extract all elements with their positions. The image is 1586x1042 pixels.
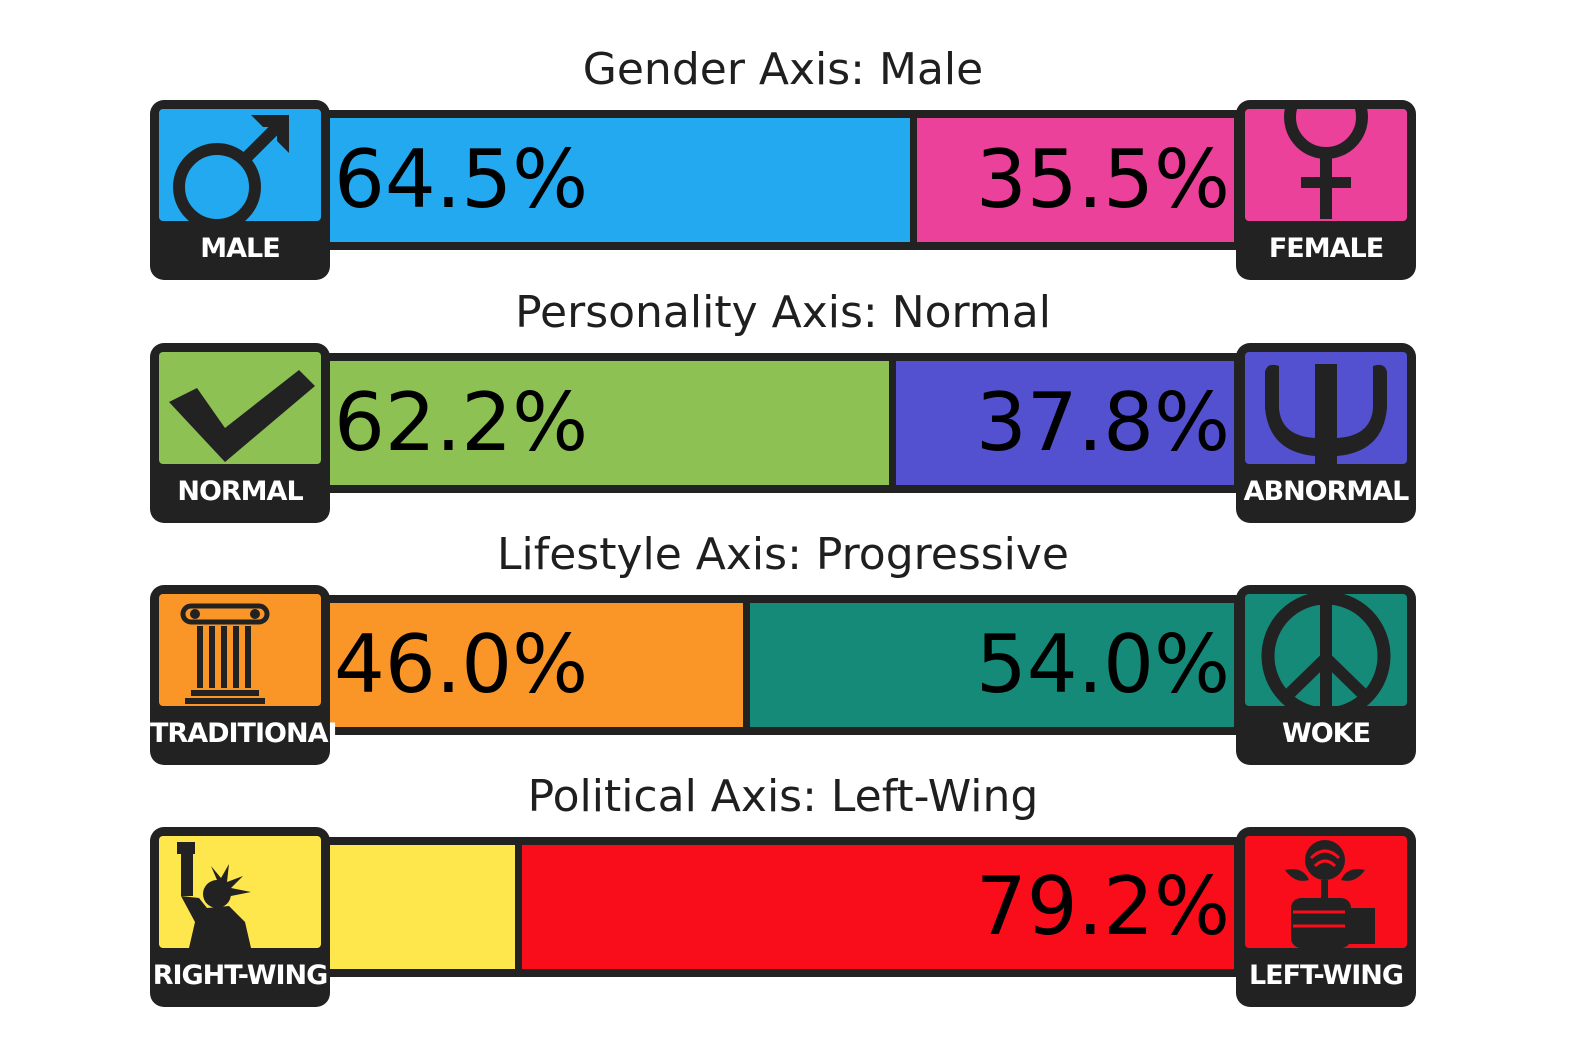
bar-segment-right bbox=[518, 845, 1234, 969]
female-symbol-icon bbox=[1245, 109, 1407, 221]
percent-label-left: 62.2% bbox=[334, 376, 589, 469]
bar-divider bbox=[742, 603, 750, 727]
icon-label: RIGHT-WING bbox=[152, 960, 329, 991]
statue-of-liberty-icon bbox=[159, 836, 321, 948]
bar-segment-right bbox=[745, 603, 1234, 727]
psi-icon bbox=[1245, 352, 1407, 464]
axis-row: Gender Axis: Male 64.5% 35.5% MALE FEMALE bbox=[150, 40, 1416, 280]
icon-box-left: MALE bbox=[150, 100, 330, 280]
axis-row: Political Axis: Left-Wing 79.2% RIGHT-WING… bbox=[150, 767, 1416, 1007]
male-symbol-icon bbox=[159, 109, 321, 221]
percent-label-right: 54.0% bbox=[975, 618, 1230, 711]
percent-label-right: 37.8% bbox=[975, 376, 1230, 469]
axis-title: Personality Axis: Normal bbox=[515, 287, 1051, 338]
axis-row: Personality Axis: Normal 62.2% 37.8% NORMAL… bbox=[150, 283, 1416, 523]
bar-divider bbox=[910, 118, 918, 242]
column-icon bbox=[159, 594, 321, 706]
peace-icon bbox=[1245, 594, 1407, 706]
icon-box-left: RIGHT-WING bbox=[150, 827, 330, 1007]
icon-box-right: FEMALE bbox=[1236, 100, 1416, 280]
icon-label: LEFT-WING bbox=[1248, 960, 1404, 991]
axis-bar: 62.2% 37.8% bbox=[322, 353, 1242, 493]
icon-box-right: LEFT-WING bbox=[1236, 827, 1416, 1007]
bar-segment-left bbox=[330, 603, 746, 727]
icon-box-left: TRADITIONAL bbox=[150, 585, 345, 765]
axis-title: Political Axis: Left-Wing bbox=[527, 771, 1039, 822]
axis-title: Lifestyle Axis: Progressive bbox=[497, 529, 1069, 580]
icon-box-right: ABNORMAL bbox=[1236, 343, 1416, 523]
icon-label: TRADITIONAL bbox=[150, 718, 345, 749]
checkmark-icon bbox=[159, 352, 321, 464]
axis-title: Gender Axis: Male bbox=[582, 44, 984, 95]
icon-label: NORMAL bbox=[177, 476, 303, 507]
axis-bar: 64.5% 35.5% bbox=[322, 110, 1242, 250]
icon-box-left: NORMAL bbox=[150, 343, 330, 523]
bar-segment-right bbox=[892, 361, 1234, 485]
percent-label-right: 79.2% bbox=[975, 860, 1230, 953]
bar-divider bbox=[515, 845, 523, 969]
percent-label-left: 64.5% bbox=[334, 133, 589, 226]
rose-fist-icon bbox=[1245, 836, 1407, 948]
percent-label-left: 46.0% bbox=[334, 618, 589, 711]
icon-label: FEMALE bbox=[1268, 233, 1384, 264]
bar-divider bbox=[889, 361, 897, 485]
axis-bar: 46.0% 54.0% bbox=[322, 595, 1242, 735]
icon-box-right: WOKE bbox=[1236, 585, 1416, 765]
bar-segment-left bbox=[330, 361, 893, 485]
bar-segment-left bbox=[330, 845, 519, 969]
percent-label-right: 35.5% bbox=[975, 133, 1230, 226]
icon-label: ABNORMAL bbox=[1243, 476, 1410, 507]
icon-label: WOKE bbox=[1281, 718, 1371, 749]
icon-label: MALE bbox=[200, 233, 280, 264]
bar-segment-left bbox=[330, 118, 914, 242]
bar-segment-right bbox=[913, 118, 1234, 242]
axis-bar: 79.2% bbox=[322, 837, 1242, 977]
axis-row: Lifestyle Axis: Progressive 46.0% 54.0% TRA… bbox=[150, 525, 1416, 765]
